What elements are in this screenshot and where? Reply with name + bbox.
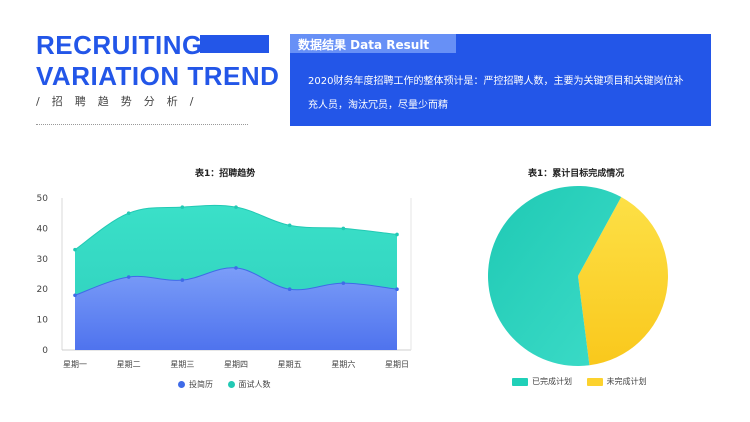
data-point-interviews [287,223,292,228]
data-point-interviews [234,205,238,209]
pie-chart-legend: 已完成计划 未完成计划 [512,376,659,388]
trend-chart-title: 表1：招聘趋势 [195,169,256,179]
data-result-panel: 数据结果 Data Result 2020财务年度招聘工作的整体预计是：严控招聘… [290,34,711,126]
legend-label-completed: 已完成计划 [532,377,572,386]
data-result-tab: 数据结果 Data Result [290,34,456,53]
legend-item-interviews: 面试人数 [227,379,271,390]
data-result-heading: 数据结果 Data Result [298,38,430,52]
data-point-resumes [287,287,292,292]
page-title-line2: VARIATION TREND [36,61,280,91]
data-point-interviews [126,211,131,215]
trend-chart-legend: 投简历 面试人数 [178,379,283,390]
x-tick-label: 星期四 [224,360,248,369]
legend-item-uncompleted: 未完成计划 [586,376,647,387]
y-tick-label: 0 [42,346,48,356]
legend-label-resumes: 投简历 [189,380,213,389]
legend-marker-completed [512,377,528,386]
x-tick-label: 星期日 [385,360,409,369]
data-point-interviews [395,232,399,237]
legend-marker-uncompleted [586,377,603,386]
data-point-resumes [180,278,185,282]
data-point-interviews [73,247,77,252]
data-point-interviews [341,226,346,231]
legend-marker-resumes [178,381,185,388]
y-tick-label: 30 [37,255,49,265]
title-accent-bar [200,35,269,53]
data-point-resumes [234,266,238,270]
x-tick-label: 星期三 [170,360,194,369]
area-fill-resumes [75,267,397,350]
data-point-resumes [126,275,131,279]
pie-slice-completed [488,185,622,366]
legend-marker-interviews [227,381,235,388]
data-point-resumes [395,287,399,292]
legend-label-interviews: 面试人数 [238,380,271,389]
x-tick-label: 星期一 [63,360,87,369]
legend-item-resumes: 投简历 [178,379,213,390]
y-tick-label: 10 [37,316,49,326]
y-tick-label: 40 [37,224,49,234]
data-point-resumes [73,293,77,298]
x-tick-label: 星期六 [331,359,355,369]
legend-label-uncompleted: 未完成计划 [606,377,647,386]
x-tick-label: 星期五 [278,360,302,369]
data-point-interviews [180,205,185,209]
data-point-resumes [341,281,346,285]
pie-chart-title: 表1：累计目标完成情况 [528,169,625,179]
dotted-divider [36,124,248,125]
y-tick-label: 50 [37,194,49,204]
data-result-text: 2020财务年度招聘工作的整体预计是：严控招聘人数，主要为关键项目和关键岗位补充… [308,76,684,111]
pie-slice-uncompleted [578,197,668,366]
legend-item-completed: 已完成计划 [512,376,572,387]
x-tick-label: 星期二 [117,360,141,369]
y-tick-label: 20 [37,285,49,295]
page-title-line1: RECRUITING [36,30,203,60]
page-subtitle: /招聘趋势分析/ [36,95,206,108]
